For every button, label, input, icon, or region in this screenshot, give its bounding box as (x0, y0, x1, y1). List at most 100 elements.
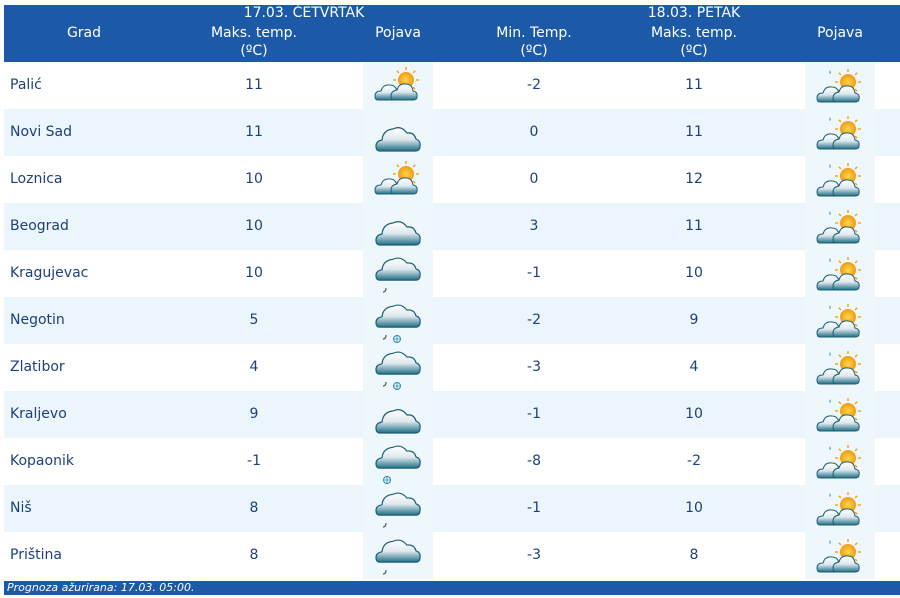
forecast-table: 17.03. ČETVRTAK 18.03. PETAK Grad Maks. … (4, 5, 900, 579)
table-row: Priština 8 -3 8 (4, 532, 900, 579)
day2-max-temp: 10 (685, 406, 703, 422)
day1-weather-icon-cell (363, 485, 433, 532)
col-min2-unit: (ºC) (520, 43, 548, 59)
day2-min-temp: 0 (529, 171, 539, 187)
day1-max-temp: 11 (245, 124, 263, 140)
day2-max-temp: -2 (687, 453, 701, 469)
day2-max-temp: 11 (685, 124, 703, 140)
cloud-rain-snow-icon (375, 351, 421, 390)
day1-max-temp: 10 (245, 171, 263, 187)
city-name: Niš (10, 500, 32, 516)
day2-max-temp: 12 (685, 171, 703, 187)
day2-min-temp: 3 (529, 218, 539, 234)
table-row: Zlatibor 4 -3 4 (4, 344, 900, 391)
table-row: Negotin 5 -2 9 (4, 297, 900, 344)
day2-max-temp: 8 (689, 547, 699, 563)
city-name: Zlatibor (10, 359, 65, 375)
cloud-icon (375, 221, 421, 246)
partly-cloudy-icon (374, 161, 419, 195)
day1-max-temp: 5 (249, 312, 259, 328)
day1-max-temp: 8 (249, 547, 259, 563)
day2-weather-icon-cell (805, 156, 875, 203)
city-name: Novi Sad (10, 124, 73, 140)
day1-max-temp: 9 (249, 406, 259, 422)
partly-cloudy-drop-icon (816, 398, 861, 432)
partly-cloudy-icon (374, 67, 419, 101)
day2-max-temp: 11 (685, 77, 703, 93)
day2-min-temp: 0 (529, 124, 539, 140)
day1-weather-icon-cell (363, 109, 433, 156)
day2-weather-icon-cell (805, 344, 875, 391)
table-row: Beograd 10 3 11 (4, 203, 900, 250)
day1-weather-icon-cell (363, 62, 433, 109)
city-name: Negotin (10, 312, 65, 328)
partly-cloudy-drop-icon (816, 351, 861, 385)
day2-min-temp: -8 (527, 453, 541, 469)
table-row: Niš 8 -1 10 (4, 485, 900, 532)
col-min2: Min. Temp. (496, 25, 572, 41)
day2-min-temp: -1 (527, 406, 541, 422)
day2-weather-icon-cell (805, 203, 875, 250)
col-icon1: Pojava (375, 25, 421, 41)
day2-max-temp: 4 (689, 359, 699, 375)
day1-max-temp: 8 (249, 500, 259, 516)
day2-max-temp: 10 (685, 500, 703, 516)
day1-weather-icon-cell (363, 391, 433, 438)
city-name: Kopaonik (10, 453, 74, 469)
partly-cloudy-drop-icon (816, 257, 861, 291)
day1-weather-icon-cell (363, 250, 433, 297)
partly-cloudy-drop-icon (816, 116, 861, 150)
day1-weather-icon-cell (363, 297, 433, 344)
table-header: 17.03. ČETVRTAK 18.03. PETAK Grad Maks. … (4, 5, 900, 62)
day2-weather-icon-cell (805, 438, 875, 485)
day1-max-temp: -1 (247, 453, 261, 469)
city-name: Loznica (10, 171, 63, 187)
city-name: Kraljevo (10, 406, 67, 422)
cloud-rain-icon (375, 492, 421, 528)
day1-max-temp: 4 (249, 359, 259, 375)
day2-weather-icon-cell (805, 297, 875, 344)
footer-updated: Prognoza ažurirana: 17.03. 05:00. (4, 581, 900, 595)
partly-cloudy-drop-icon (816, 492, 861, 526)
col-max1: Maks. temp. (210, 25, 298, 41)
day1-weather-icon-cell (363, 156, 433, 203)
day2-min-temp: -3 (527, 547, 541, 563)
day1-weather-icon-cell (363, 344, 433, 391)
col-max2: Maks. temp. (650, 25, 738, 41)
city-name: Beograd (10, 218, 69, 234)
day2-min-temp: -3 (527, 359, 541, 375)
col-max1-unit: (ºC) (240, 43, 268, 59)
city-name: Priština (10, 547, 62, 563)
day2-weather-icon-cell (805, 391, 875, 438)
cloud-rain-snow-icon (375, 304, 421, 343)
col-city: Grad (66, 25, 102, 41)
table-row: Kragujevac 10 -1 10 (4, 250, 900, 297)
partly-cloudy-drop-icon (816, 69, 861, 103)
day2-heading: 18.03. PETAK (647, 5, 741, 21)
cloud-icon (375, 409, 421, 434)
partly-cloudy-drop-icon (816, 304, 861, 338)
partly-cloudy-drop-icon (816, 210, 861, 244)
day2-weather-icon-cell (805, 485, 875, 532)
day2-max-temp: 11 (685, 218, 703, 234)
day2-max-temp: 10 (685, 265, 703, 281)
cloud-rain-icon (375, 257, 421, 293)
col-max2-unit: (ºC) (680, 43, 708, 59)
day2-min-temp: -2 (527, 312, 541, 328)
table-row: Kopaonik -1 -8 -2 (4, 438, 900, 485)
day1-max-temp: 10 (245, 265, 263, 281)
day1-weather-icon-cell (363, 203, 433, 250)
table-row: Loznica 10 0 12 (4, 156, 900, 203)
day1-max-temp: 11 (245, 77, 263, 93)
cloud-snow-icon (375, 445, 421, 484)
day1-weather-icon-cell (363, 438, 433, 485)
partly-cloudy-drop-icon (816, 539, 861, 573)
day2-weather-icon-cell (805, 62, 875, 109)
day2-min-temp: -1 (527, 265, 541, 281)
day2-weather-icon-cell (805, 250, 875, 297)
partly-cloudy-drop-icon (816, 163, 861, 197)
city-name: Palić (10, 77, 42, 93)
table-row: Palić 11 -2 11 (4, 62, 900, 109)
partly-cloudy-drop-icon (816, 445, 861, 479)
day1-max-temp: 10 (245, 218, 263, 234)
